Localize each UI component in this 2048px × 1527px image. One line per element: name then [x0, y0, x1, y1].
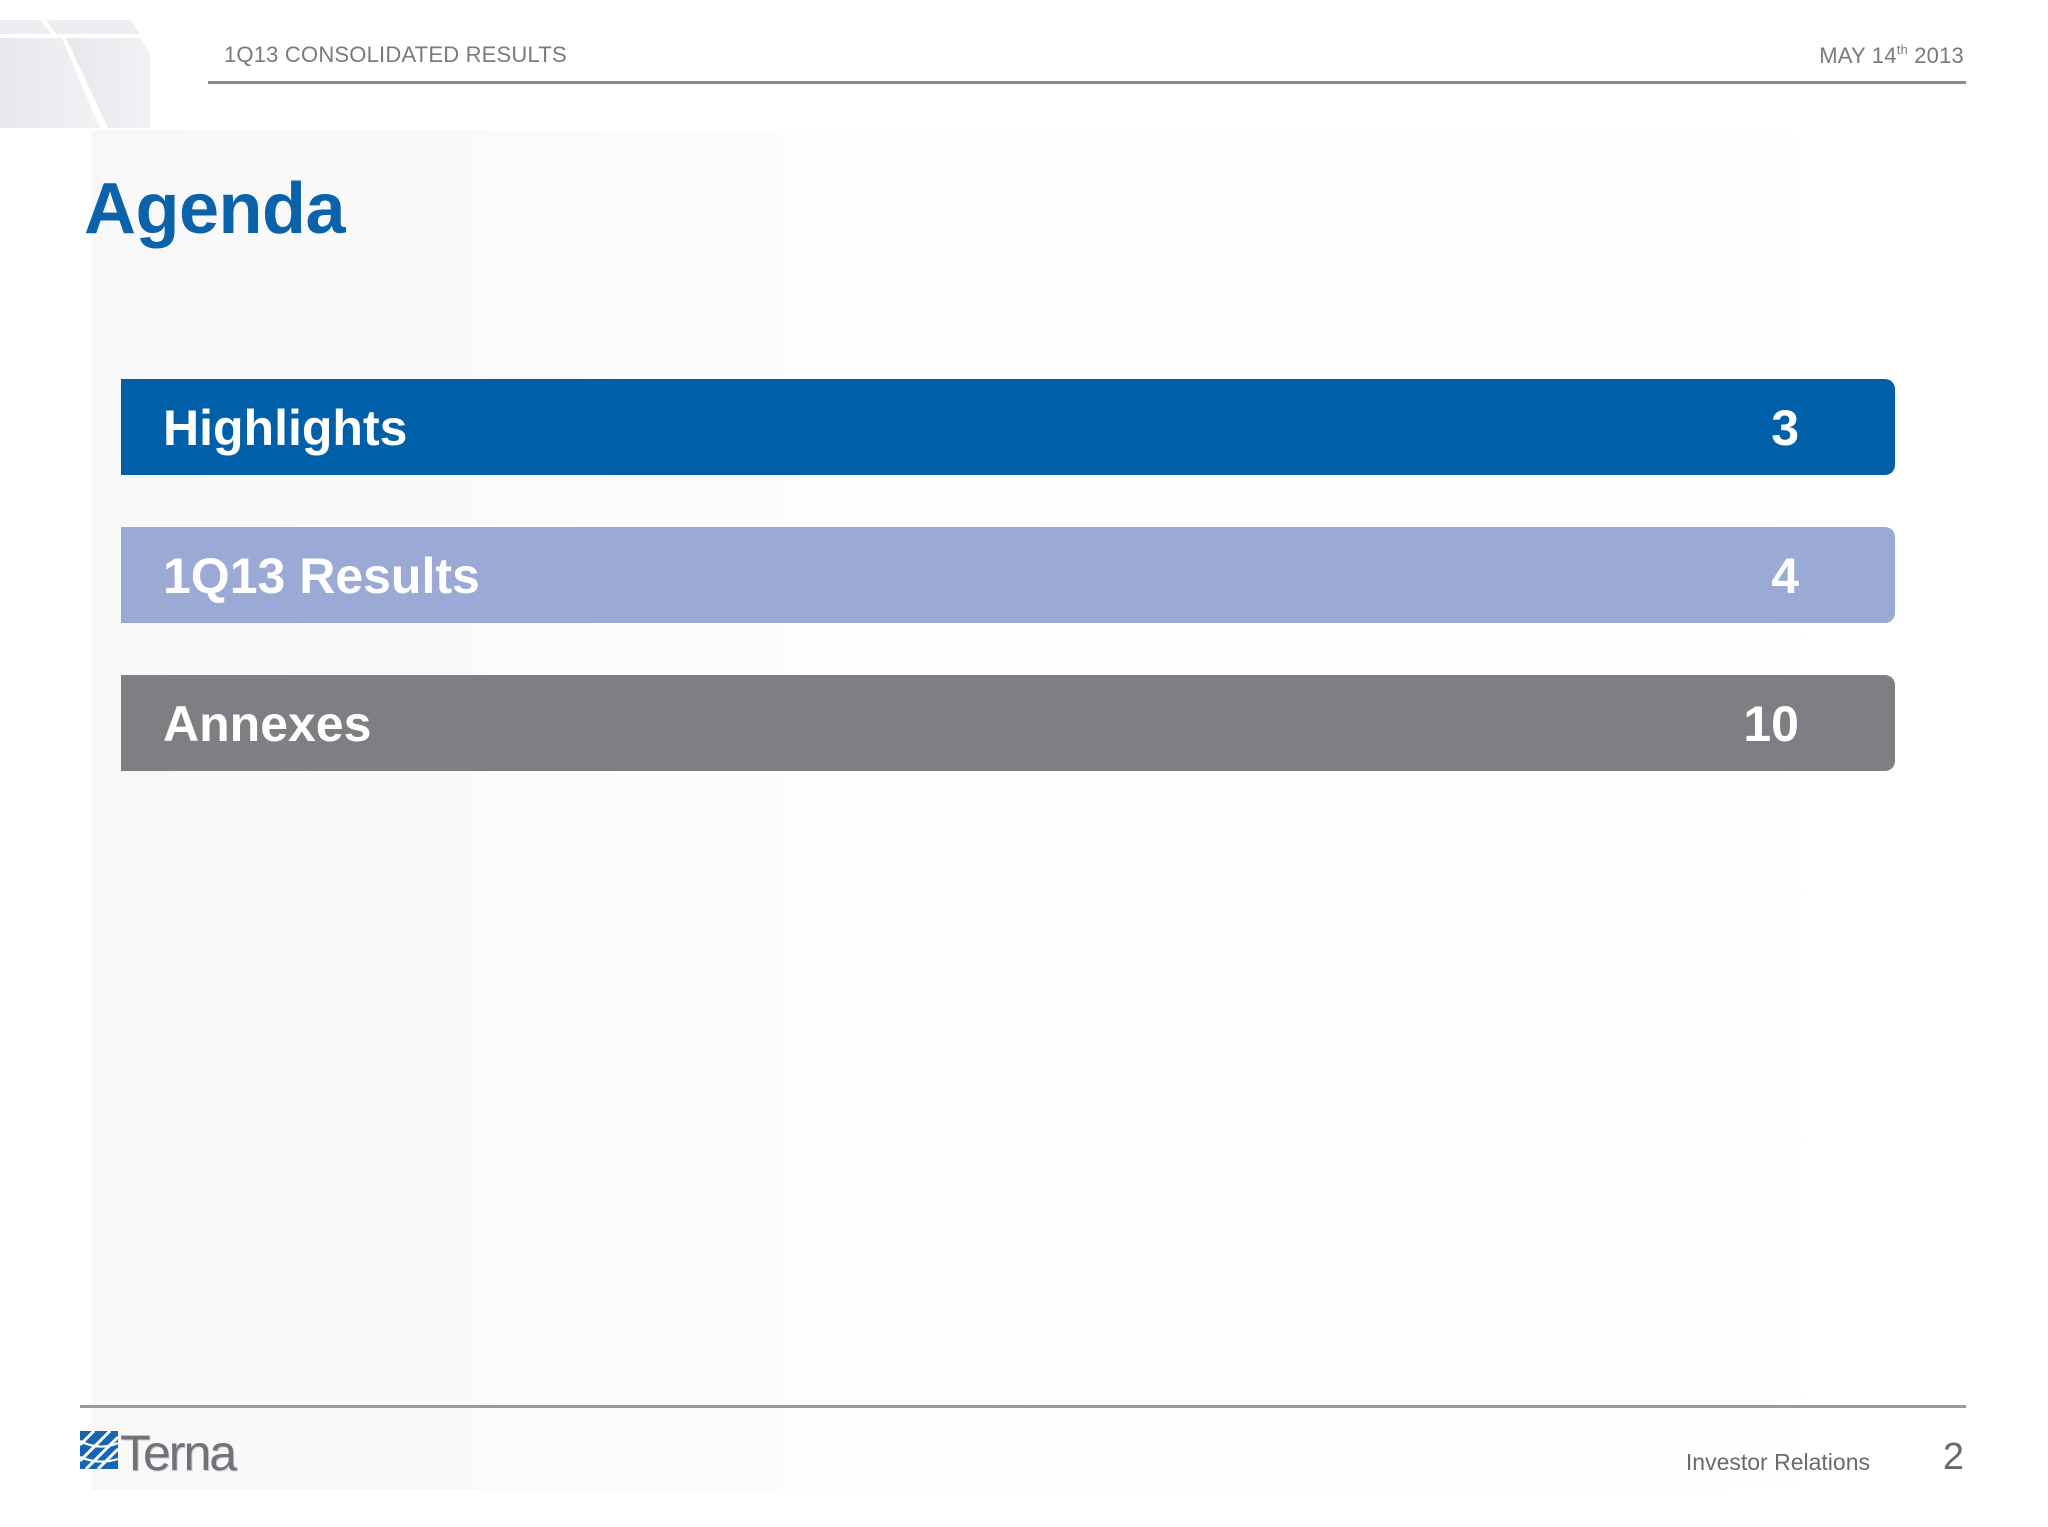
agenda-item-results[interactable]: 1Q13 Results 4 [121, 527, 1895, 623]
header-date: MAY 14th 2013 [1819, 42, 1964, 69]
agenda-item-highlights[interactable]: Highlights 3 [121, 379, 1895, 475]
footer-label: Investor Relations [1685, 1449, 1870, 1475]
header-title: 1Q13 CONSOLIDATED RESULTS [224, 42, 567, 67]
header-date-year: 2013 [1914, 43, 1964, 68]
terna-logo-text: Terna [120, 1425, 237, 1481]
footer-divider [80, 1405, 1966, 1408]
agenda-item-annexes[interactable]: Annexes 10 [121, 675, 1895, 771]
agenda-item-page: 3 [1771, 400, 1799, 456]
page-number: 2 [1942, 1436, 1964, 1478]
page-title: Agenda [84, 169, 346, 249]
agenda-item-label: 1Q13 Results [163, 548, 480, 604]
slide-background [92, 130, 1972, 1490]
agenda-item-label: Highlights [163, 400, 408, 456]
corner-stripes-graphic [0, 20, 150, 128]
agenda-item-page: 10 [1743, 696, 1799, 752]
header-date-suffix: th [1896, 42, 1908, 57]
header-date-day: MAY 14 [1819, 43, 1897, 68]
agenda-item-label: Annexes [163, 696, 372, 752]
terna-logo-mark-icon [80, 1431, 118, 1469]
agenda-item-page: 4 [1771, 548, 1799, 604]
agenda-list: Highlights 3 1Q13 Results 4 Annexes 10 [121, 379, 1895, 823]
header-divider [208, 81, 1966, 84]
